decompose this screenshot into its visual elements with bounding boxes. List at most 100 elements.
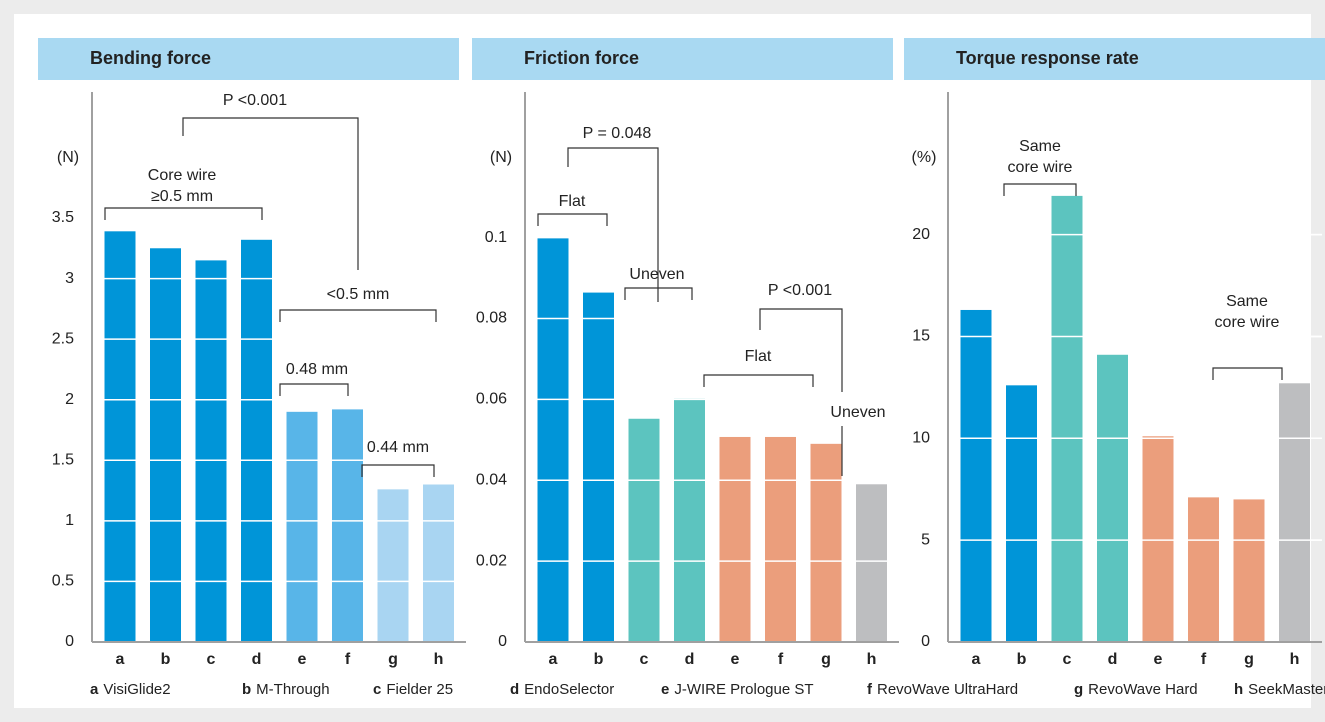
bar bbox=[195, 260, 227, 642]
bar bbox=[537, 237, 569, 642]
legend-name: RevoWave Hard bbox=[1088, 681, 1197, 698]
annotation: core wire bbox=[1215, 314, 1280, 331]
legend-item: g RevoWave Hard bbox=[1074, 681, 1198, 698]
bar bbox=[583, 292, 614, 642]
y-axis-unit: (N) bbox=[490, 149, 512, 166]
x-tick-label: b bbox=[1017, 651, 1027, 668]
bracket bbox=[1003, 183, 1077, 196]
bracket bbox=[279, 309, 437, 322]
bracket bbox=[104, 207, 263, 220]
x-tick-label: d bbox=[1108, 651, 1118, 668]
annotation: P <0.001 bbox=[223, 92, 287, 109]
x-tick-label: a bbox=[972, 651, 981, 668]
x-tick-label: g bbox=[388, 651, 398, 668]
legend-key: f bbox=[867, 681, 873, 698]
annotation: 0.44 mm bbox=[367, 439, 429, 456]
y-tick-label: 1.5 bbox=[52, 452, 74, 469]
x-tick-label: a bbox=[116, 651, 125, 668]
x-tick-label: g bbox=[1244, 651, 1254, 668]
x-tick-label: d bbox=[685, 651, 695, 668]
annotation: ≥0.5 mm bbox=[151, 188, 213, 205]
x-tick-label: e bbox=[1154, 651, 1163, 668]
legend-name: Fielder 25 bbox=[386, 681, 453, 698]
annotation: Uneven bbox=[830, 404, 885, 421]
legend-key: e bbox=[661, 681, 669, 698]
x-tick-label: e bbox=[731, 651, 740, 668]
legend-name: VisiGlide2 bbox=[103, 681, 170, 698]
y-tick-label: 0.06 bbox=[476, 391, 507, 408]
y-axis-unit: (N) bbox=[57, 149, 79, 166]
bar bbox=[1097, 354, 1128, 642]
bar bbox=[1279, 383, 1310, 642]
annotation: Uneven bbox=[629, 266, 684, 283]
annotation: core wire bbox=[1008, 159, 1073, 176]
bracket bbox=[1212, 367, 1283, 380]
bracket bbox=[624, 287, 693, 300]
panel-header bbox=[472, 38, 893, 80]
x-tick-label: d bbox=[252, 651, 262, 668]
y-tick-label: 0.1 bbox=[485, 229, 507, 246]
x-tick-label: c bbox=[1063, 651, 1072, 668]
legend-key: h bbox=[1234, 681, 1243, 698]
y-tick-label: 5 bbox=[921, 531, 930, 548]
legend-name: SeekMaster bbox=[1248, 681, 1325, 698]
panel-title: Friction force bbox=[524, 48, 639, 68]
y-tick-label: 3 bbox=[65, 270, 74, 287]
annotation: Core wire bbox=[148, 167, 217, 184]
bar bbox=[856, 484, 887, 642]
bar bbox=[241, 239, 272, 642]
bracket bbox=[537, 213, 608, 226]
y-tick-label: 0.08 bbox=[476, 310, 507, 327]
legend-item: c Fielder 25 bbox=[373, 681, 453, 698]
bracket bbox=[361, 464, 435, 477]
y-tick-label: 20 bbox=[912, 226, 930, 243]
legend-name: RevoWave UltraHard bbox=[877, 681, 1018, 698]
x-tick-label: f bbox=[778, 651, 784, 668]
legend-item: b M-Through bbox=[242, 681, 330, 698]
annotation: P = 0.048 bbox=[583, 125, 652, 142]
y-tick-label: 10 bbox=[912, 430, 930, 447]
y-axis-unit: (%) bbox=[912, 149, 937, 166]
annotation: Same bbox=[1019, 138, 1061, 155]
y-tick-label: 0.5 bbox=[52, 573, 74, 590]
y-tick-label: 0.02 bbox=[476, 552, 507, 569]
legend-item: f RevoWave UltraHard bbox=[867, 681, 1018, 698]
x-tick-label: c bbox=[207, 651, 216, 668]
panel-title: Bending force bbox=[90, 48, 211, 68]
x-tick-label: c bbox=[640, 651, 649, 668]
legend-key: c bbox=[373, 681, 381, 698]
x-tick-label: h bbox=[867, 651, 877, 668]
annotation: 0.48 mm bbox=[286, 361, 348, 378]
x-tick-label: e bbox=[298, 651, 307, 668]
bar bbox=[1188, 497, 1219, 642]
y-tick-label: 0 bbox=[498, 633, 507, 650]
legend-key: a bbox=[90, 681, 99, 698]
legend-name: EndoSelector bbox=[524, 681, 614, 698]
figure-panel bbox=[14, 14, 1311, 708]
y-tick-label: 1 bbox=[65, 512, 74, 529]
x-tick-label: f bbox=[1201, 651, 1207, 668]
annotation: <0.5 mm bbox=[327, 286, 390, 303]
x-tick-label: h bbox=[434, 651, 444, 668]
legend-item: e J-WIRE Prologue ST bbox=[661, 681, 814, 698]
x-tick-label: b bbox=[594, 651, 604, 668]
legend-name: J-WIRE Prologue ST bbox=[674, 681, 813, 698]
annotation: Flat bbox=[559, 193, 586, 210]
bracket bbox=[703, 374, 814, 387]
bar bbox=[810, 443, 842, 642]
bar bbox=[377, 489, 409, 642]
legend-name: M-Through bbox=[256, 681, 329, 698]
annotation: P <0.001 bbox=[768, 282, 832, 299]
x-tick-label: b bbox=[161, 651, 171, 668]
y-tick-label: 0 bbox=[921, 633, 930, 650]
bracket bbox=[567, 147, 659, 302]
bar bbox=[286, 411, 318, 642]
bar bbox=[960, 309, 992, 642]
x-tick-label: f bbox=[345, 651, 351, 668]
bar bbox=[1006, 385, 1037, 642]
bar bbox=[150, 248, 181, 642]
legend-key: g bbox=[1074, 681, 1083, 698]
x-tick-label: a bbox=[549, 651, 558, 668]
